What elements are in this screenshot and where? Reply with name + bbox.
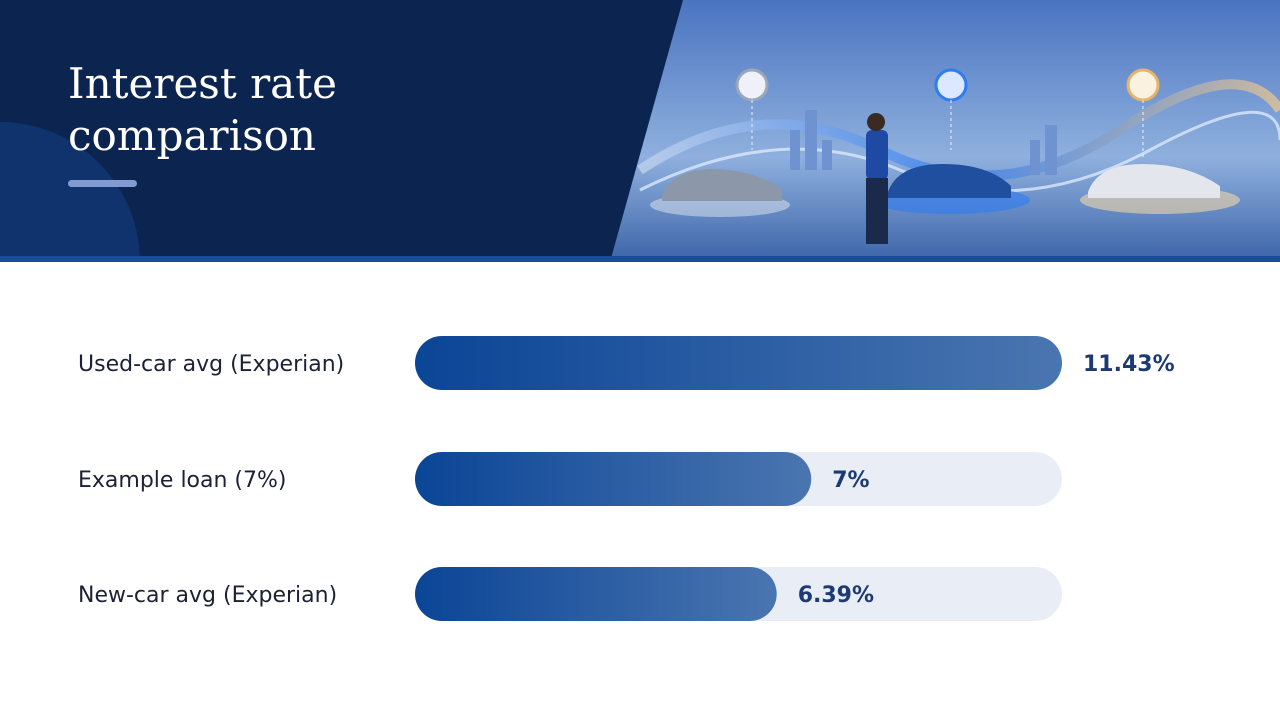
header-banner xyxy=(0,0,1280,262)
value-label: 11.43% xyxy=(1083,352,1175,377)
chart-title: Interest rate comparison xyxy=(68,59,337,160)
bar xyxy=(415,567,777,621)
value-label: 7% xyxy=(832,468,869,493)
chart: Used-car avg (Experian) 11.43% Example loa… xyxy=(78,336,1175,621)
bar xyxy=(415,336,1062,390)
title-underline xyxy=(68,180,137,187)
value-label: 6.39% xyxy=(798,583,874,608)
category-label: New-car avg (Experian) xyxy=(78,583,337,608)
category-label: Used-car avg (Experian) xyxy=(78,352,344,377)
category-label: Example loan (7%) xyxy=(78,468,287,493)
bar xyxy=(415,452,812,506)
